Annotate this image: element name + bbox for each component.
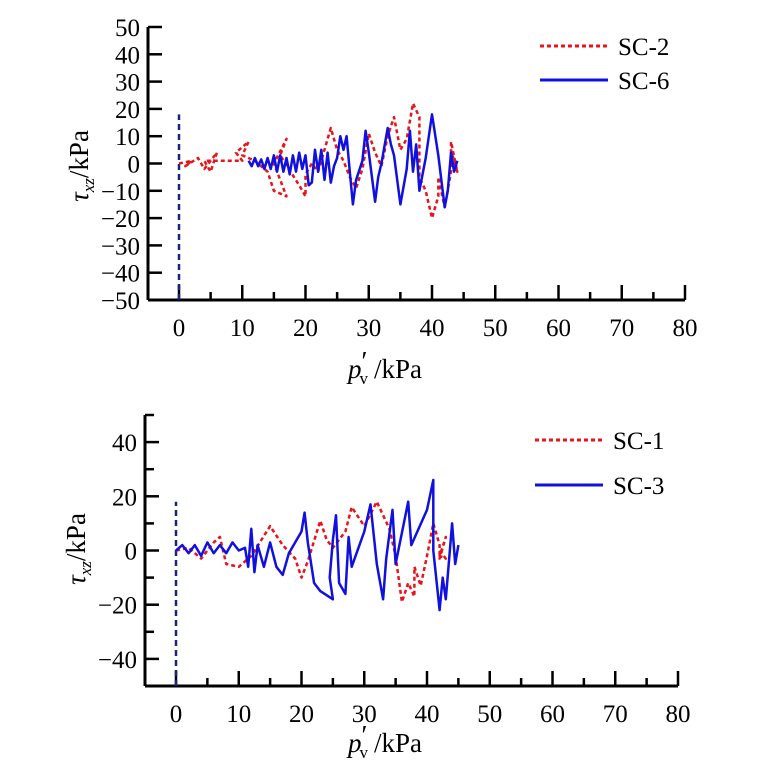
y-tick-label: 20 xyxy=(115,97,140,124)
x-label-unit: /kPa xyxy=(374,728,422,758)
x-label-symbol: p xyxy=(346,728,362,758)
series-line-sc-2 xyxy=(178,102,459,220)
x-label-prime: ′ xyxy=(362,720,368,750)
x-tick-label: 60 xyxy=(546,315,571,342)
y-tick-label: 20 xyxy=(112,484,137,511)
x-label-symbol: p xyxy=(346,354,362,384)
y-tick-label: −40 xyxy=(101,261,140,288)
x-axis-label: p′ v/kPa xyxy=(346,346,422,388)
x-tick-label: 0 xyxy=(170,701,183,728)
y-tick-label: −10 xyxy=(101,179,140,206)
y-label-symbol: τ xyxy=(64,191,94,202)
x-tick-label: 70 xyxy=(603,701,628,728)
y-tick-label: −30 xyxy=(101,233,140,260)
y-tick-label: 0 xyxy=(125,539,138,566)
legend-label-sc-1: SC-1 xyxy=(613,428,664,455)
y-tick-label: 40 xyxy=(112,430,137,457)
x-tick-label: 40 xyxy=(420,315,445,342)
y-tick-label: −50 xyxy=(101,288,140,315)
x-tick-label: 80 xyxy=(666,701,691,728)
x-axis-label: p′ v/kPa xyxy=(346,720,422,762)
y-tick-label: 10 xyxy=(115,124,140,151)
y-label-subscript: xz xyxy=(79,178,98,194)
x-tick-label: 50 xyxy=(477,701,502,728)
series-line-sc-6 xyxy=(247,113,459,209)
series-line-sc-3 xyxy=(175,478,460,612)
x-tick-label: 40 xyxy=(415,701,440,728)
y-tick-label: −20 xyxy=(98,593,137,620)
y-axis-label: τxz/kPa xyxy=(64,130,98,202)
legend-label-sc-2: SC-2 xyxy=(618,34,669,61)
x-tick-label: 20 xyxy=(289,701,314,728)
y-tick-label: 30 xyxy=(115,70,140,97)
x-tick-label: 10 xyxy=(230,315,255,342)
y-tick-label: 40 xyxy=(115,42,140,69)
x-tick-label: 30 xyxy=(356,315,381,342)
x-tick-label: 30 xyxy=(352,701,377,728)
x-label-unit: /kPa xyxy=(374,354,422,384)
legend-label-sc-3: SC-3 xyxy=(613,473,664,500)
legend-label-sc-6: SC-6 xyxy=(618,68,669,95)
x-tick-label: 0 xyxy=(173,315,186,342)
y-label-unit: /kPa xyxy=(61,513,91,561)
x-label-subscript: v xyxy=(359,369,368,388)
x-tick-label: 10 xyxy=(226,701,251,728)
chart-panel-1: 0 10 20 30 40 50 60 70 8050403020100−10−20−30−40… xyxy=(64,15,698,388)
x-tick-label: 80 xyxy=(673,315,698,342)
y-tick-label: −40 xyxy=(98,647,137,674)
x-tick-label: 50 xyxy=(483,315,508,342)
x-tick-label: 20 xyxy=(293,315,318,342)
y-label-subscript: xz xyxy=(76,561,95,577)
series-line-sc-1 xyxy=(175,500,448,604)
y-label-unit: /kPa xyxy=(64,130,94,178)
y-tick-label: 50 xyxy=(115,15,140,42)
x-tick-label: 70 xyxy=(609,315,634,342)
y-label-symbol: τ xyxy=(61,574,91,585)
y-tick-label: −20 xyxy=(101,206,140,233)
y-tick-label: 0 xyxy=(128,152,141,179)
y-axis-label: τxz/kPa xyxy=(61,513,95,585)
x-tick-label: 60 xyxy=(540,701,565,728)
x-label-subscript: v xyxy=(359,743,368,762)
x-label-prime: ′ xyxy=(362,346,368,376)
